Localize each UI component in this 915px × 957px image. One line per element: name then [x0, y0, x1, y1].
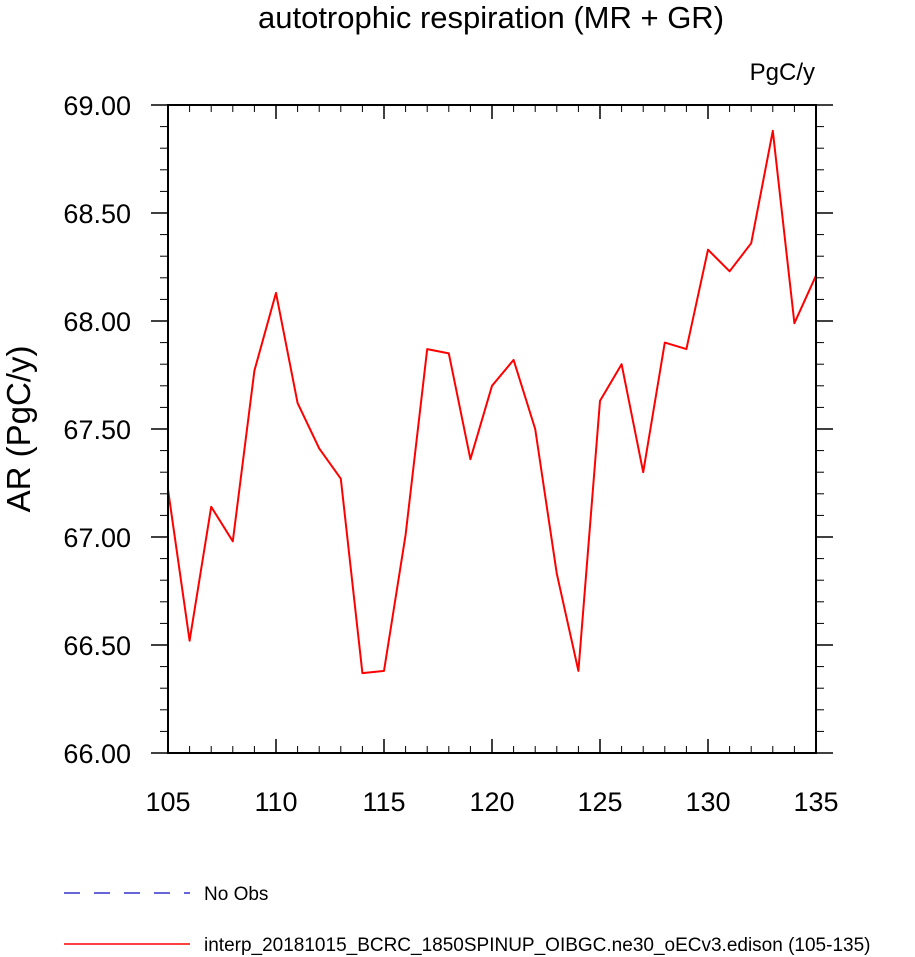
- plot-frame: [167, 104, 817, 754]
- y-tick-label: 68.50: [63, 199, 131, 229]
- legend: No Obs interp_20181015_BCRC_1850SPINUP_OI…: [64, 884, 870, 956]
- units-label: PgC/y: [750, 59, 815, 86]
- series-layer: [167, 129, 817, 675]
- y-tick-label: 66.50: [63, 631, 131, 661]
- tick-labels-layer: 105 110 115 120 125 130 135 66.00 66.50 67.00 67.5…: [63, 91, 838, 817]
- legend-label: No Obs: [204, 884, 268, 905]
- x-tick-label: 110: [254, 787, 297, 817]
- y-tick-label: 67.50: [63, 415, 131, 445]
- series-line: [167, 129, 817, 675]
- chart-title: autotrophic respiration (MR + GR): [258, 0, 724, 35]
- x-tick-label: 120: [469, 787, 514, 817]
- y-tick-label: 68.00: [63, 307, 131, 337]
- y-axis-label: AR (PgC/y): [0, 346, 37, 513]
- ticks-layer: [151, 104, 833, 754]
- y-tick-label: 69.00: [63, 91, 131, 121]
- x-tick-label: 115: [362, 787, 405, 817]
- y-tick-label: 67.00: [63, 523, 131, 553]
- x-tick-label: 105: [145, 787, 190, 817]
- x-tick-label: 135: [793, 787, 838, 817]
- legend-label: interp_20181015_BCRC_1850SPINUP_OIBGC.ne…: [204, 935, 870, 956]
- y-tick-label: 66.00: [63, 739, 131, 769]
- x-tick-label: 125: [577, 787, 622, 817]
- x-tick-label: 130: [685, 787, 730, 817]
